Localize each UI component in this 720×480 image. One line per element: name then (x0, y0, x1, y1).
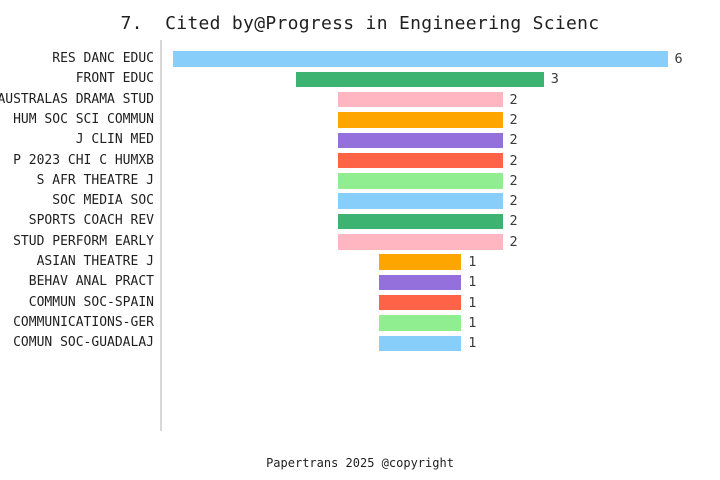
bar-value-label: 2 (509, 111, 518, 128)
bar-value-label: 2 (509, 213, 518, 230)
bar (337, 173, 503, 189)
bar-value-label: 1 (468, 314, 477, 331)
bar-value-label: 3 (550, 71, 559, 88)
bar-value-label: 2 (509, 193, 518, 210)
bar (296, 71, 544, 88)
category-label: SOC MEDIA SOC (52, 193, 154, 209)
bar-value-label: 2 (509, 91, 518, 108)
chart-title: 7. Cited by@Progress in Engineering Scie… (120, 13, 600, 34)
bar-value-label: 1 (468, 274, 477, 291)
category-label: ASIAN THEATRE J (36, 254, 154, 270)
category-label: FRONT EDUC (75, 71, 154, 87)
category-label: P 2023 CHI C HUMXB (13, 152, 154, 168)
bar (337, 213, 503, 230)
bar (378, 335, 462, 351)
category-label: STUD PERFORM EARLY (13, 233, 154, 249)
bar (378, 254, 462, 270)
bar (337, 234, 503, 250)
bar (337, 193, 503, 209)
bar-value-label: 2 (509, 152, 518, 169)
bar (337, 112, 503, 128)
category-label: HUM SOC SCI COMMUN (13, 111, 154, 127)
category-label: COMMUN SOC-SPAIN (28, 294, 154, 310)
bar-value-label: 1 (468, 254, 477, 271)
category-label: COMUN SOC-GUADALAJ (13, 335, 154, 351)
category-label: J CLIN MED (75, 132, 154, 148)
category-label: RES DANC EDUC (52, 51, 154, 67)
y-axis-line (160, 40, 162, 431)
bar (337, 91, 503, 108)
bar (378, 274, 462, 291)
bar-value-label: 6 (674, 51, 683, 68)
bar (337, 132, 503, 148)
category-label: BEHAV ANAL PRACT (28, 274, 154, 290)
bar (172, 51, 668, 67)
category-label: SPORTS COACH REV (28, 213, 154, 229)
category-label: COMMUNICATIONS-GER (13, 314, 154, 330)
bar (337, 152, 503, 169)
category-label: S AFR THEATRE J (36, 172, 154, 188)
bar (378, 294, 462, 311)
bar-value-label: 1 (468, 294, 477, 311)
bar-value-label: 2 (509, 172, 518, 189)
bar-value-label: 2 (509, 233, 518, 250)
footer-copyright: Papertrans 2025 @copyright (266, 456, 454, 470)
bar-value-label: 1 (468, 335, 477, 352)
category-label: AUSTRALAS DRAMA STUD (0, 91, 154, 107)
bar-value-label: 2 (509, 132, 518, 149)
bar (378, 315, 462, 331)
